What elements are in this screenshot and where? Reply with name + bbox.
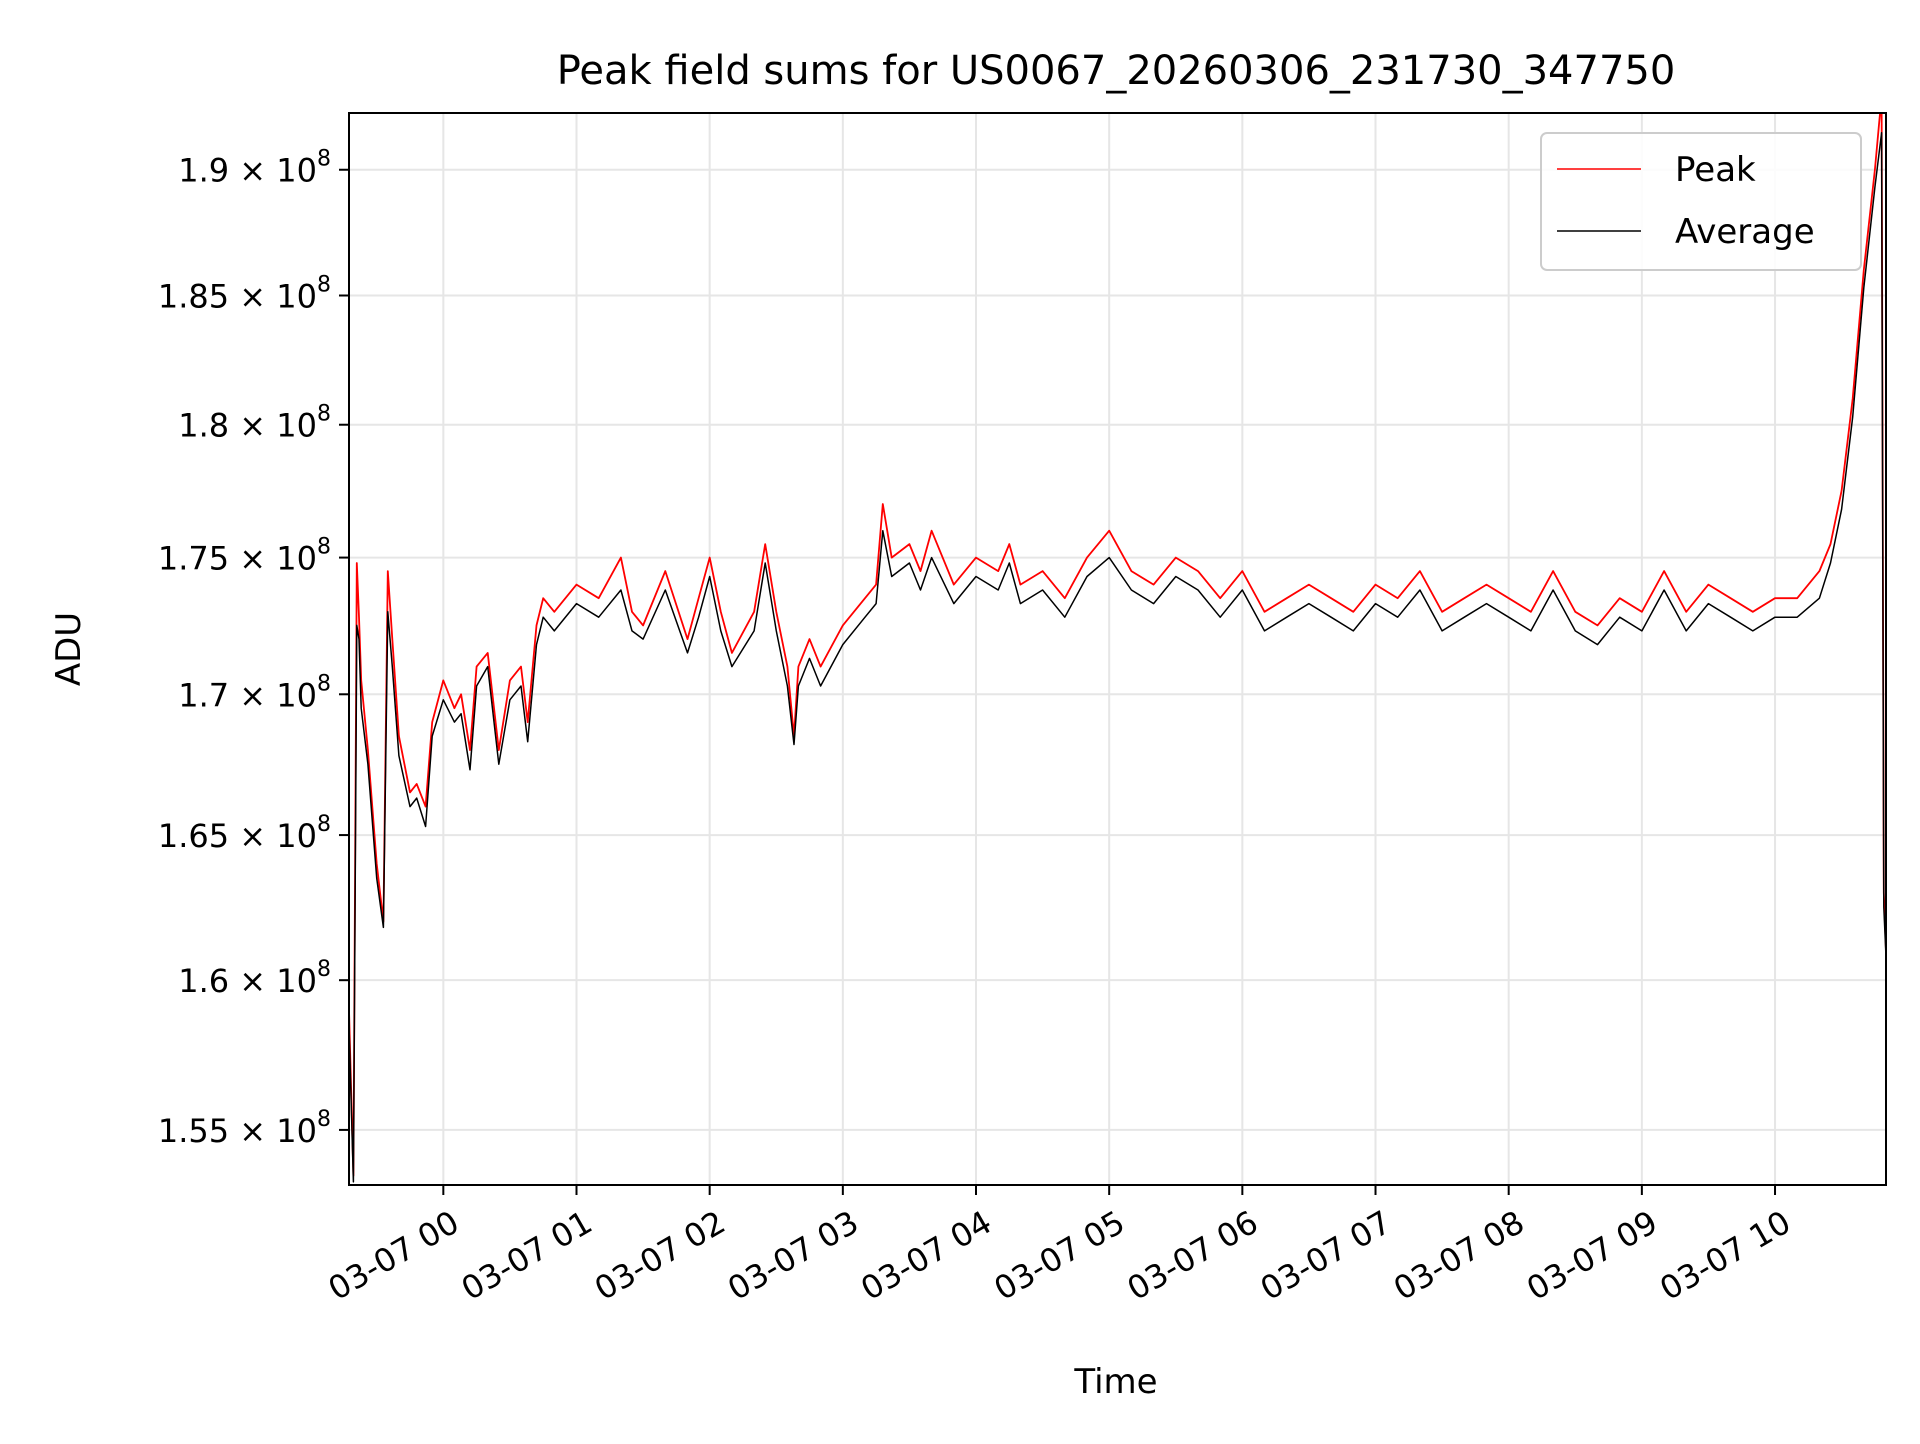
y-tick-label: 1.8 × 108 [178, 402, 331, 445]
y-tick-label: 1.6 × 108 [178, 957, 331, 1000]
legend-label-peak: Peak [1675, 150, 1756, 190]
y-tick-label: 1.55 × 108 [158, 1107, 331, 1150]
legend-label-average: Average [1675, 212, 1815, 252]
plot-frame [348, 112, 1887, 1186]
y-axis-label: ADU [49, 612, 89, 686]
y-tick-label: 1.85 × 108 [158, 273, 331, 316]
y-tick-label: 1.7 × 108 [178, 671, 331, 714]
legend: Peak Average [1540, 132, 1862, 271]
y-axis: 1.55 × 108 1.6 × 108 1.65 × 108 1.7 × 108 1.… [158, 147, 349, 1150]
legend-box [1540, 132, 1862, 271]
series-line-average [349, 131, 1886, 1183]
y-tick-label: 1.9 × 108 [178, 147, 331, 190]
series-layer [349, 113, 1886, 1183]
y-tick-label: 1.75 × 108 [158, 535, 331, 578]
y-tick-label: 1.65 × 108 [158, 812, 331, 855]
series-line-peak [349, 113, 1886, 1177]
chart-title: Peak field sums for US0067_20260306_2317… [557, 48, 1676, 94]
x-axis-label: Time [1073, 1362, 1157, 1402]
